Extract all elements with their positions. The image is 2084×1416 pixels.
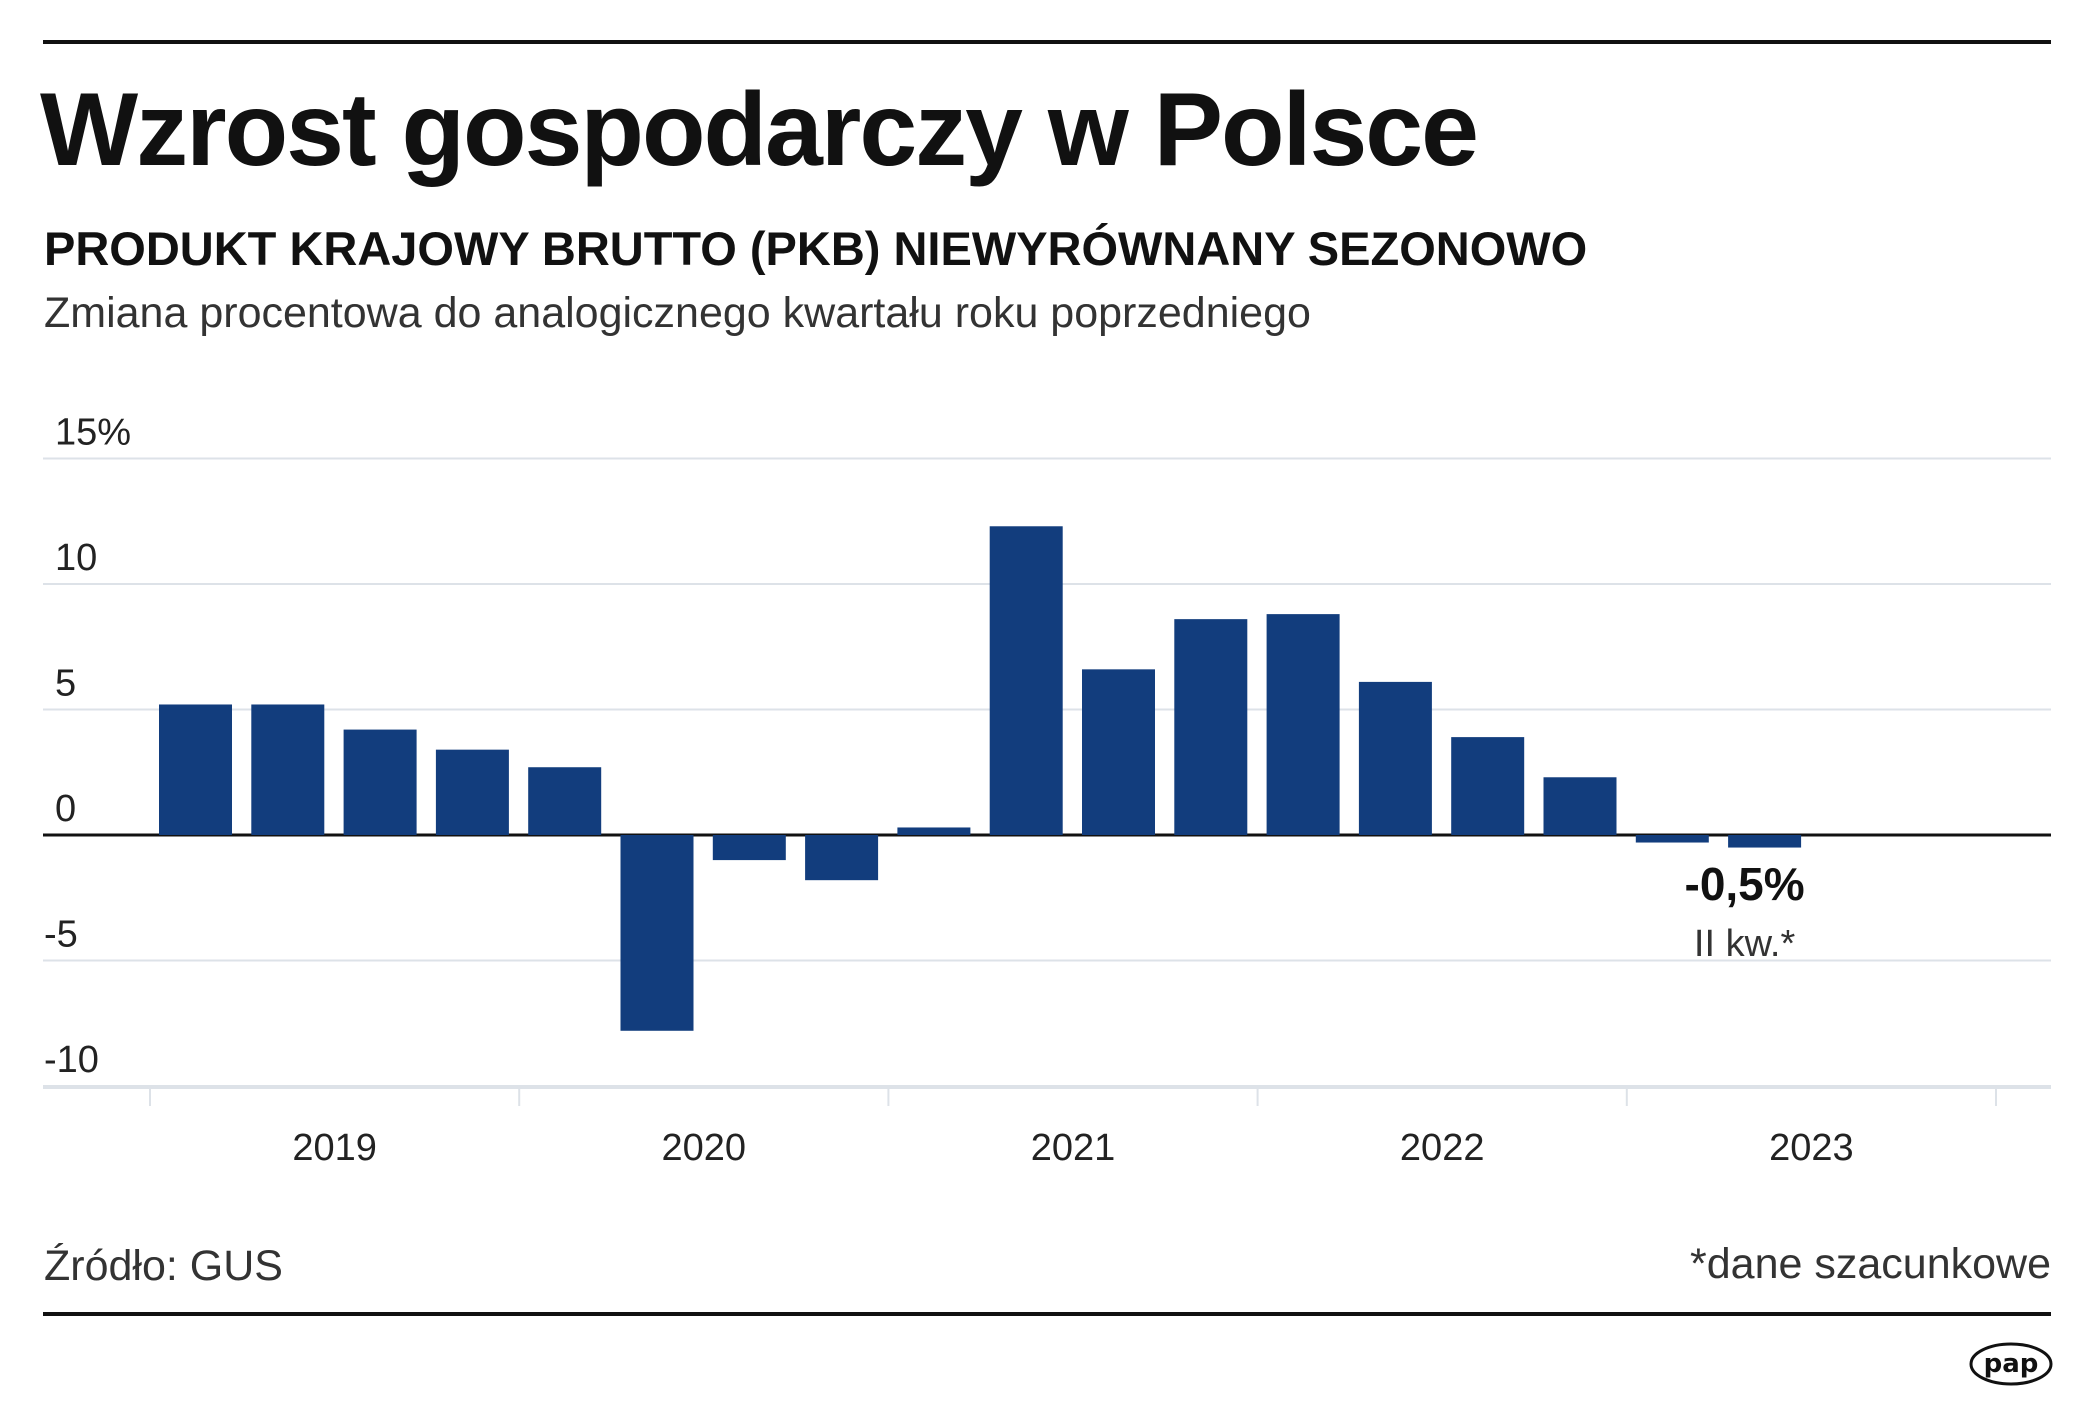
bar-2021-II	[989, 526, 1063, 835]
bar-2020-IV	[805, 835, 879, 881]
bar-2022-III	[1451, 737, 1525, 835]
bar-2022-I	[1266, 614, 1340, 835]
x-year-label: 2021	[1031, 1127, 1116, 1169]
bar-2020-I	[528, 767, 602, 835]
y-tick-label: -5	[44, 914, 78, 956]
bar-2020-III	[712, 835, 786, 861]
chart-subtitle: PRODUKT KRAJOWY BRUTTO (PKB) NIEWYRÓWNAN…	[44, 222, 1588, 275]
bar-2019-III	[343, 729, 417, 835]
bar-2021-III	[1082, 669, 1155, 835]
annotation-period: II kw.*	[1694, 923, 1796, 965]
chart-title: Wzrost gospodarczy w Polsce	[40, 72, 1479, 188]
y-tick-label: 15%	[55, 412, 131, 454]
bar-2019-II	[251, 704, 325, 835]
x-year-label: 2023	[1769, 1127, 1854, 1169]
bar-2019-IV	[435, 749, 509, 835]
bar-2020-II	[620, 835, 694, 1031]
bar-2022-IV	[1543, 777, 1617, 835]
bar-2021-IV	[1174, 619, 1248, 835]
x-year-label: 2022	[1400, 1127, 1485, 1169]
bottom-rule	[43, 1312, 2051, 1316]
bar-2021-I	[897, 827, 971, 835]
bar-2022-II	[1358, 681, 1432, 835]
y-tick-label: 0	[55, 788, 76, 830]
x-year-label: 2020	[662, 1127, 747, 1169]
y-tick-label: 10	[55, 537, 97, 579]
bar-chart: 15% 10 5 0 -5 -10 2019 2020 2021 2022 2023 -0,5% II …	[43, 412, 2051, 1169]
svg-text:pap: pap	[1984, 1349, 2039, 1379]
top-rule	[43, 40, 2051, 44]
bar-2023-I	[1635, 835, 1709, 843]
pap-logo: pap	[1969, 1342, 2053, 1386]
chart-description: Zmiana procentowa do analogicznego kwart…	[44, 289, 1311, 337]
bar-2023-II	[1728, 835, 1802, 848]
y-tick-label: 5	[55, 663, 76, 705]
y-tick-label: -10	[44, 1039, 99, 1081]
footnote: *dane szacunkowe	[1690, 1240, 2051, 1288]
bar-2019-I	[159, 704, 232, 835]
source-label: Źródło: GUS	[44, 1242, 283, 1290]
x-year-label: 2019	[292, 1127, 377, 1169]
annotation-value: -0,5%	[1685, 858, 1805, 910]
